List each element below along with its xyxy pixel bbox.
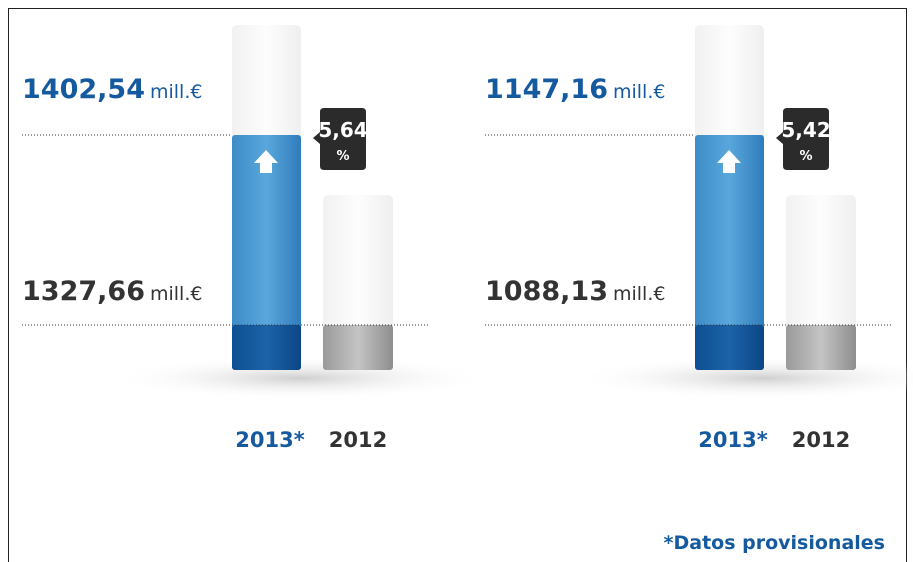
tube-fill (232, 135, 301, 370)
tube-base (232, 325, 301, 370)
badge (313, 108, 366, 170)
change-unit: % (799, 149, 812, 164)
frame (8, 8, 907, 562)
amount-value: 1088,13 (485, 276, 608, 307)
up-arrow (254, 150, 278, 173)
amount: 1327,66 mill.€ (22, 276, 202, 307)
change-value: 5,42 (781, 118, 830, 142)
change-unit: % (336, 149, 349, 164)
tube-base (323, 325, 393, 370)
up-arrow (717, 150, 741, 173)
amount-unit: mill.€ (150, 283, 202, 305)
amount-value: 1327,66 (22, 276, 145, 307)
panel: 5,42%1147,16 mill.€1088,13 mill.€2013* 2012 (485, 25, 913, 452)
year: 2012 (792, 428, 850, 452)
change-value: 5,64 (318, 118, 367, 142)
badge (776, 108, 829, 170)
amount-value: 1402,54 (22, 74, 145, 105)
amount: 1088,13 mill.€ (485, 276, 665, 307)
year: 2013* (698, 428, 767, 452)
amount: 1402,54 mill.€ (22, 74, 202, 105)
shadow (110, 356, 490, 400)
amount-unit: mill.€ (613, 283, 665, 305)
tube-base (786, 325, 856, 370)
amount: 1147,16 mill.€ (485, 74, 665, 105)
year: 2012 (329, 428, 387, 452)
year: 2013* (235, 428, 304, 452)
amount-unit: mill.€ (613, 81, 665, 103)
tube-fill (695, 135, 764, 370)
panel: 5,64%1402,54 mill.€1327,66 mill.€2013* 2012 (22, 25, 490, 452)
amount-value: 1147,16 (485, 74, 608, 105)
tube-base (695, 325, 764, 370)
amount-unit: mill.€ (150, 81, 202, 103)
footnote: *Datos provisionales (664, 532, 885, 554)
